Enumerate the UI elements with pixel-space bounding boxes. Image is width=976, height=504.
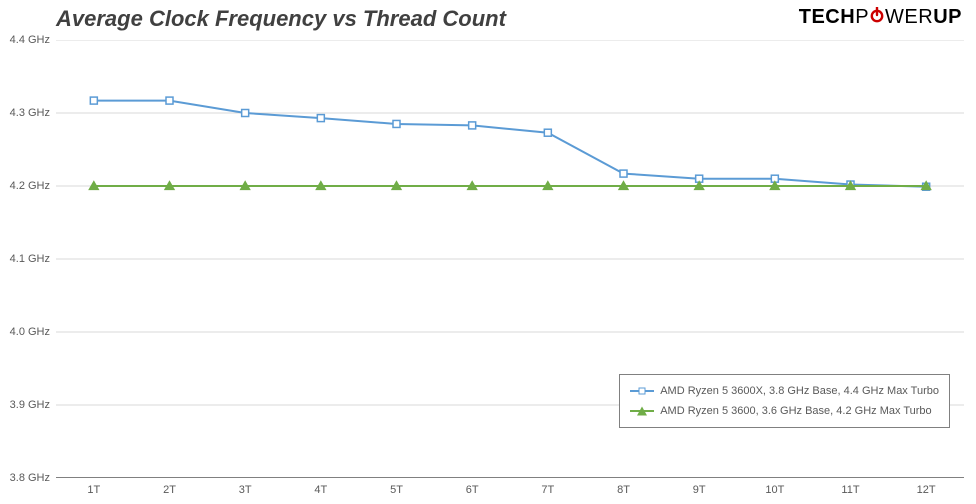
y-axis-tick-label: 3.9 GHz: [10, 399, 50, 411]
x-axis-tick-label: 12T: [917, 484, 936, 496]
series-marker-r5_3600x: [544, 129, 551, 136]
legend-item-r5_3600x: AMD Ryzen 5 3600X, 3.8 GHz Base, 4.4 GHz…: [630, 381, 939, 401]
legend-label: AMD Ryzen 5 3600, 3.6 GHz Base, 4.2 GHz …: [660, 405, 931, 417]
y-axis-tick-label: 4.2 GHz: [10, 180, 50, 192]
x-axis-tick-label: 9T: [693, 484, 706, 496]
series-line-r5_3600x: [94, 101, 926, 187]
series-marker-r5_3600x: [317, 115, 324, 122]
series-marker-r5_3600x: [620, 170, 627, 177]
series-marker-r5_3600x: [393, 120, 400, 127]
y-axis-tick-label: 3.8 GHz: [10, 472, 50, 484]
x-axis-tick-label: 11T: [841, 484, 859, 496]
legend-swatch: [630, 385, 654, 397]
logo-tech: TECH: [799, 6, 855, 28]
y-axis-tick-label: 4.3 GHz: [10, 107, 50, 119]
legend-item-r5_3600: AMD Ryzen 5 3600, 3.6 GHz Base, 4.2 GHz …: [630, 401, 939, 421]
x-axis-tick-label: 5T: [390, 484, 403, 496]
y-axis-tick-label: 4.4 GHz: [10, 34, 50, 46]
y-axis-tick-label: 4.1 GHz: [10, 253, 50, 265]
series-marker-r5_3600x: [469, 122, 476, 129]
logo-wer: WER: [885, 6, 933, 28]
x-axis-tick-label: 2T: [163, 484, 176, 496]
x-axis-tick-label: 6T: [466, 484, 479, 496]
series-marker-r5_3600x: [166, 97, 173, 104]
series-marker-r5_3600x: [90, 97, 97, 104]
x-axis-tick-label: 1T: [87, 484, 100, 496]
y-axis-tick-label: 4.0 GHz: [10, 326, 50, 338]
brand-logo: TECHP WERUP: [799, 6, 962, 29]
x-axis-tick-label: 3T: [239, 484, 252, 496]
chart-title: Average Clock Frequency vs Thread Count: [56, 6, 506, 32]
x-axis-tick-label: 7T: [541, 484, 554, 496]
logo-up: UP: [933, 6, 962, 28]
chart-legend: AMD Ryzen 5 3600X, 3.8 GHz Base, 4.4 GHz…: [619, 374, 950, 428]
legend-label: AMD Ryzen 5 3600X, 3.8 GHz Base, 4.4 GHz…: [660, 385, 939, 397]
legend-swatch: [630, 405, 654, 417]
logo-p: P: [855, 6, 869, 28]
logo-o-icon: [869, 6, 885, 29]
x-axis-tick-label: 4T: [314, 484, 327, 496]
x-axis-tick-label: 10T: [765, 484, 784, 496]
series-marker-r5_3600x: [242, 110, 249, 117]
x-axis-tick-label: 8T: [617, 484, 630, 496]
